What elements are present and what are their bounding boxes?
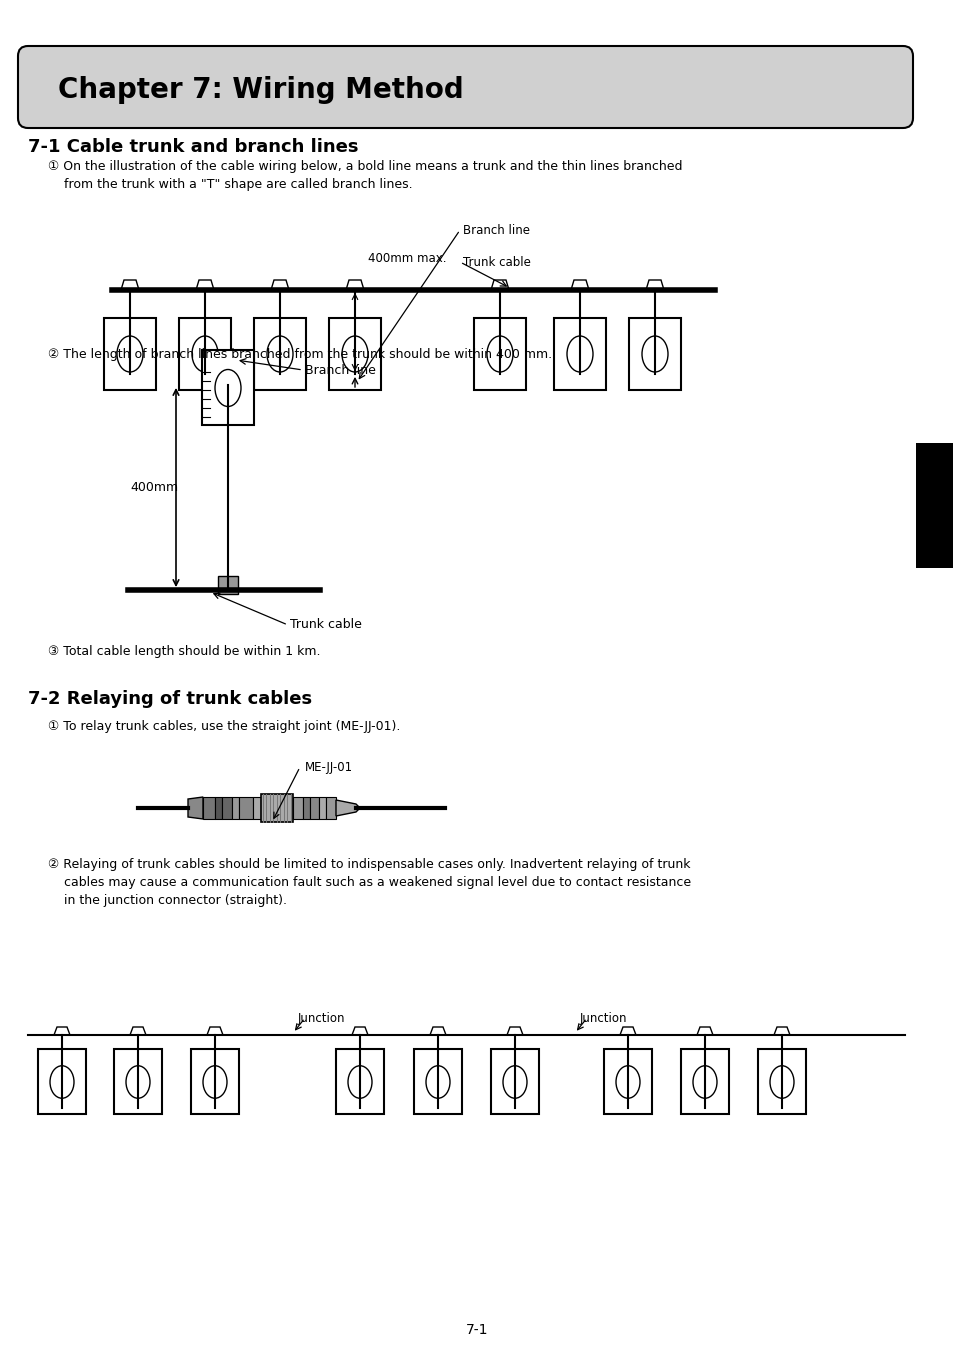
Bar xyxy=(915,443,953,567)
Ellipse shape xyxy=(267,336,293,372)
Ellipse shape xyxy=(341,336,368,372)
Polygon shape xyxy=(346,280,364,290)
Bar xyxy=(253,317,306,390)
Polygon shape xyxy=(491,280,509,290)
Text: 7-2 Relaying of trunk cables: 7-2 Relaying of trunk cables xyxy=(28,690,312,708)
FancyBboxPatch shape xyxy=(18,46,912,128)
Bar xyxy=(202,350,253,426)
Polygon shape xyxy=(619,1027,636,1035)
Text: Branch line: Branch line xyxy=(305,363,375,377)
Text: Trunk cable: Trunk cable xyxy=(462,255,530,269)
Polygon shape xyxy=(121,280,139,290)
Polygon shape xyxy=(54,1027,70,1035)
Polygon shape xyxy=(195,280,213,290)
Polygon shape xyxy=(645,280,663,290)
Polygon shape xyxy=(335,800,359,816)
Ellipse shape xyxy=(126,1066,150,1098)
Bar xyxy=(335,1048,384,1115)
Bar xyxy=(218,576,237,594)
Ellipse shape xyxy=(50,1066,74,1098)
Bar xyxy=(758,1048,805,1115)
Ellipse shape xyxy=(566,336,593,372)
Text: Junction: Junction xyxy=(579,1012,627,1025)
Polygon shape xyxy=(506,1027,522,1035)
Polygon shape xyxy=(188,797,203,819)
Bar xyxy=(329,317,380,390)
Bar xyxy=(113,1048,162,1115)
Bar xyxy=(310,797,318,819)
Bar xyxy=(628,317,680,390)
Bar xyxy=(491,1048,538,1115)
Polygon shape xyxy=(571,280,588,290)
Bar xyxy=(214,797,222,819)
Ellipse shape xyxy=(348,1066,372,1098)
Text: ① To relay trunk cables, use the straight joint (ME-JJ-01).: ① To relay trunk cables, use the straigh… xyxy=(48,720,400,734)
Text: ME-JJ-01: ME-JJ-01 xyxy=(305,761,353,774)
Text: 7-1 Cable trunk and branch lines: 7-1 Cable trunk and branch lines xyxy=(28,138,358,155)
Ellipse shape xyxy=(502,1066,526,1098)
Bar xyxy=(326,797,335,819)
Bar xyxy=(318,797,326,819)
Bar xyxy=(38,1048,86,1115)
Polygon shape xyxy=(430,1027,446,1035)
Text: 400mm max.: 400mm max. xyxy=(368,251,446,265)
Ellipse shape xyxy=(692,1066,717,1098)
Bar xyxy=(303,797,310,819)
Bar xyxy=(179,317,231,390)
Ellipse shape xyxy=(426,1066,450,1098)
Bar xyxy=(222,797,232,819)
Text: Junction: Junction xyxy=(297,1012,345,1025)
Polygon shape xyxy=(130,1027,146,1035)
Bar xyxy=(232,797,239,819)
Ellipse shape xyxy=(486,336,513,372)
Polygon shape xyxy=(207,1027,223,1035)
Ellipse shape xyxy=(117,336,143,372)
Text: Chapter 7: Wiring Method: Chapter 7: Wiring Method xyxy=(58,76,463,104)
Bar xyxy=(253,797,261,819)
Bar xyxy=(239,797,253,819)
Bar xyxy=(414,1048,461,1115)
Ellipse shape xyxy=(214,370,241,407)
Bar xyxy=(261,794,293,821)
Bar xyxy=(474,317,525,390)
Bar xyxy=(680,1048,728,1115)
Ellipse shape xyxy=(192,336,218,372)
Text: Trunk cable: Trunk cable xyxy=(290,619,361,631)
Ellipse shape xyxy=(641,336,667,372)
Text: ② Relaying of trunk cables should be limited to indispensable cases only. Inadve: ② Relaying of trunk cables should be lim… xyxy=(48,858,690,907)
Bar xyxy=(203,797,214,819)
Bar xyxy=(191,1048,239,1115)
Bar xyxy=(293,797,303,819)
Polygon shape xyxy=(773,1027,789,1035)
Ellipse shape xyxy=(616,1066,639,1098)
Text: ① On the illustration of the cable wiring below, a bold line means a trunk and t: ① On the illustration of the cable wirin… xyxy=(48,159,681,190)
Text: 400mm: 400mm xyxy=(130,481,178,494)
Ellipse shape xyxy=(203,1066,227,1098)
Polygon shape xyxy=(271,280,289,290)
Text: ② The length of branch lines branched from the trunk should be within 400 mm.: ② The length of branch lines branched fr… xyxy=(48,349,552,361)
Polygon shape xyxy=(352,1027,368,1035)
Text: 7-1: 7-1 xyxy=(465,1323,488,1337)
Bar xyxy=(554,317,605,390)
Bar xyxy=(104,317,156,390)
Ellipse shape xyxy=(769,1066,793,1098)
Bar xyxy=(603,1048,651,1115)
Text: ③ Total cable length should be within 1 km.: ③ Total cable length should be within 1 … xyxy=(48,644,320,658)
Polygon shape xyxy=(697,1027,712,1035)
Text: Branch line: Branch line xyxy=(462,223,530,236)
